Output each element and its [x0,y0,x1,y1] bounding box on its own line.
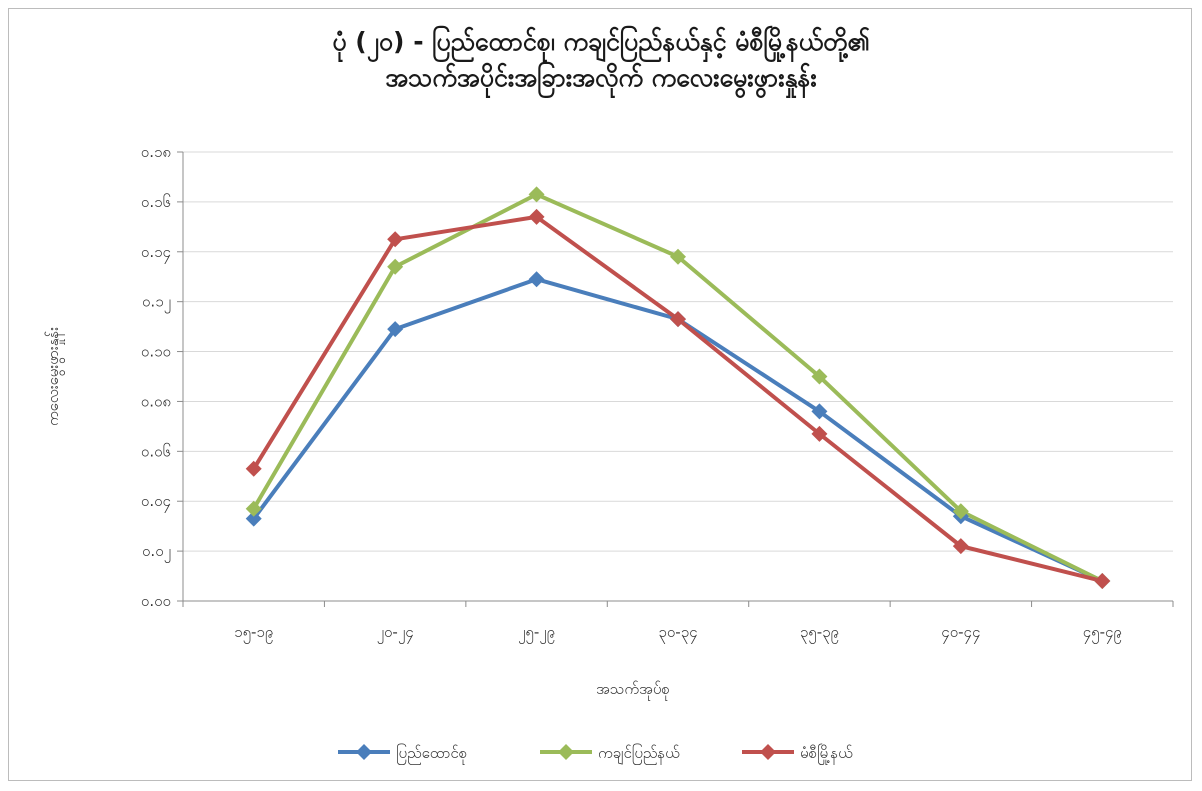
legend-label: ကချင်ပြည်နယ် [598,743,680,765]
legend-label: မံစီမြို့နယ် [800,743,853,765]
y-axis-ticks: ၀.၀၀ ၀.၀၂ ၀.၀၄ ၀.၀၆ ၀.၀၈ ၀.၁၀ ၀.၁၂ ၀.၁၄ ၀.၁၆ ၀.၁၈ [141,143,183,610]
x-tick-label: ၂၅-၂၉ [518,623,555,644]
series-group [245,186,1111,590]
data-point [811,368,828,385]
y-tick-label: ၀.၀၄ [141,492,171,513]
legend-marker [558,744,574,760]
chart-frame [8,8,1192,781]
data-point [670,311,686,328]
data-point [528,186,545,203]
y-tick-label: ၀.၀၆ [141,442,171,460]
data-point [528,271,545,288]
data-point [670,248,686,265]
data-point [387,321,404,338]
data-point [245,460,262,477]
legend-marker [356,744,372,760]
y-tick-label: ၀.၁၈ [141,143,171,161]
legend: ပြည်ထောင်စု ကချင်ပြည်နယ် မံစီမြို့နယ် [338,743,853,765]
data-point [811,403,828,420]
data-point [387,258,404,275]
y-tick-label: ၀.၀၈ [141,392,171,410]
x-tick-label: ၄၀-၄၄ [941,623,980,644]
data-point [245,500,262,517]
y-tick-label: ၀.၁၆ [141,193,171,211]
data-point [952,503,969,520]
y-tick-label: ၀.၀၂ [142,542,171,563]
data-point [952,538,969,555]
x-axis-ticks: ၁၅-၁၉ ၂၀-၂၄ ၂၅-၂၉ ၃၀-၃၄ ၃၅-၃၉ ၄၀-၄၄ ၄၅-၄၉ [182,601,1174,644]
data-point [528,208,545,225]
data-point [387,231,404,248]
x-tick-label: ၃၀-၃၄ [658,623,697,644]
x-tick-label: ၃၅-၃၉ [800,623,839,644]
data-point [811,425,828,442]
x-axis-label: အသက်အုပ်စု [596,680,670,701]
chart-title-line-2: အသက်အပိုင်းအခြားအလိုက် ကလေးမွေးဖွားနှုန်… [385,63,817,92]
data-point [245,510,262,527]
y-axis-label: ကလေးမွေးဖွားနှုန်း [44,327,65,426]
x-tick-label: ၂၀-၂၄ [377,623,414,644]
x-tick-label: ၁၅-၁၉ [234,623,273,644]
x-tick-label: ၄၅-၄၉ [1083,623,1122,644]
series-line [251,214,1105,584]
y-tick-label: ၀.၁၀ [141,343,171,361]
data-point [1094,573,1111,590]
y-tick-label: ၀.၁၂ [142,293,171,314]
gridlines [182,151,1173,602]
y-tick-label: ၀.၁၄ [141,243,171,264]
legend-marker [760,744,776,760]
chart-title-line-1: ပုံ (၂၀) - ပြည်ထောင်စု၊ ကချင်ပြည်နယ်နှင့… [332,27,870,56]
chart-title: ပုံ (၂၀) - ပြည်ထောင်စု၊ ကချင်ပြည်နယ်နှင့… [0,24,1202,96]
legend-label: ပြည်ထောင်စု [396,743,467,765]
y-tick-label: ၀.၀၀ [141,592,171,610]
